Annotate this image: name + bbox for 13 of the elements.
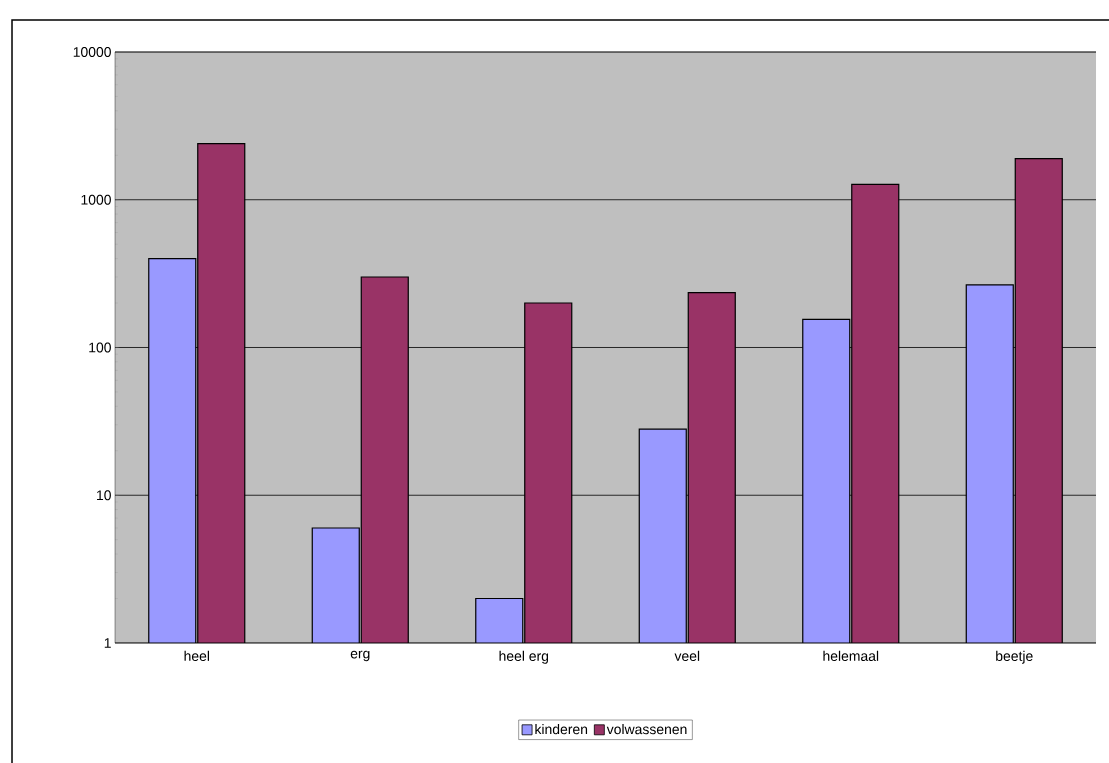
legend-label: volwassenen bbox=[606, 724, 687, 735]
y-tick-label: 100 bbox=[89, 342, 111, 353]
x-tick-label: beetje bbox=[996, 650, 1033, 664]
x-tick-label: veel bbox=[674, 650, 700, 661]
y-tick-label: 1 bbox=[104, 638, 111, 648]
x-tick-label: erg bbox=[350, 650, 370, 662]
legend-label: kinderen bbox=[535, 724, 588, 735]
x-tick-label: heel bbox=[184, 650, 210, 661]
y-tick-label: 1000 bbox=[81, 194, 111, 205]
x-tick-label: helemaal bbox=[823, 650, 879, 661]
y-tick-label: 10 bbox=[97, 490, 111, 501]
y-tick-label: 10000 bbox=[73, 47, 111, 57]
x-tick-label: heel erg bbox=[499, 650, 549, 664]
